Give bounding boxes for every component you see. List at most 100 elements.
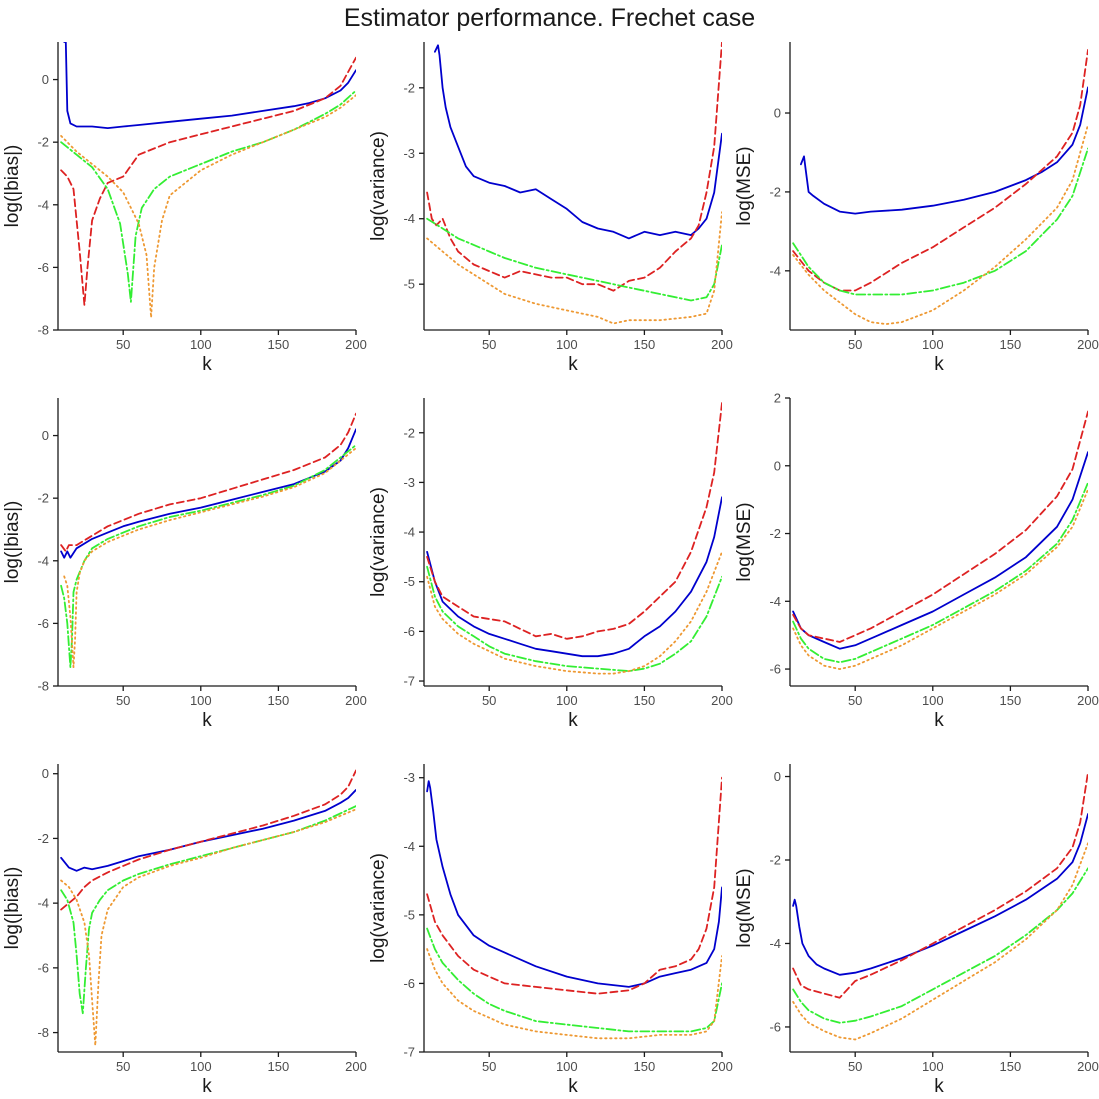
x-tick-label: 50 xyxy=(848,693,862,708)
x-tick-label: 150 xyxy=(634,337,656,352)
series-line-3 xyxy=(426,217,722,302)
y-axis-title: log(MSE) xyxy=(734,146,755,225)
x-tick-label: 100 xyxy=(556,693,578,708)
y-tick-label: -8 xyxy=(37,323,49,338)
x-tick-label: 100 xyxy=(190,693,212,708)
y-tick-label: -2 xyxy=(403,80,415,95)
y-axis-title: log(|bias|) xyxy=(2,145,23,228)
series-line-2 xyxy=(60,769,356,911)
y-tick-label: -5 xyxy=(403,574,415,589)
x-axis-title: k xyxy=(202,710,212,731)
series-line-1 xyxy=(800,86,1088,215)
y-axis-title: log(variance) xyxy=(368,131,389,241)
x-tick-label: 50 xyxy=(116,337,130,352)
panel-8: 50 100 150 200 -3 -4 -5 -6 -7 k log(variance) xyxy=(368,764,733,1097)
series-line-2 xyxy=(60,412,356,553)
y-tick-label: -3 xyxy=(403,770,415,785)
x-tick-label: 150 xyxy=(634,693,656,708)
panel-1: 50 100 150 200 0 -2 -4 -6 -8 k log(|bias|) xyxy=(2,42,367,375)
series-line-3 xyxy=(426,927,722,1033)
y-tick-label: -4 xyxy=(769,594,781,609)
figure-title: Estimator performance. Frechet case xyxy=(343,4,756,32)
x-tick-label: 100 xyxy=(556,1059,578,1074)
y-tick-label: -5 xyxy=(403,907,415,922)
x-axis-title: k xyxy=(934,710,944,731)
y-tick-label: -2 xyxy=(37,831,49,846)
y-tick-label: -6 xyxy=(403,624,415,639)
series-line-4 xyxy=(60,94,356,319)
series-line-3 xyxy=(792,867,1088,1024)
x-axis-title: k xyxy=(934,1076,944,1097)
x-tick-label: 100 xyxy=(922,337,944,352)
series-line-2 xyxy=(426,42,722,292)
x-tick-label: 50 xyxy=(482,337,496,352)
panel-6: 50 100 150 200 2 0 -2 -4 -6 k log(MSE) xyxy=(734,391,1099,732)
x-tick-label: 50 xyxy=(848,1059,862,1074)
x-axis-title: k xyxy=(568,710,578,731)
x-tick-label: 200 xyxy=(345,693,367,708)
y-tick-label: -4 xyxy=(403,839,415,854)
panel-7: 50 100 150 200 0 -2 -4 -6 -8 k log(|bias|) xyxy=(2,764,367,1097)
panel-4: 50 100 150 200 0 -2 -4 -6 -8 k log(|bias|) xyxy=(2,398,367,731)
panel-9: 50 100 150 200 0 -2 -4 -6 k log(MSE) xyxy=(734,764,1099,1097)
x-tick-label: 100 xyxy=(922,693,944,708)
x-tick-label: 200 xyxy=(711,693,733,708)
x-tick-label: 50 xyxy=(482,693,496,708)
y-tick-label: -6 xyxy=(37,616,49,631)
y-tick-label: -6 xyxy=(769,1019,781,1034)
x-tick-label: 100 xyxy=(190,337,212,352)
series-line-4 xyxy=(792,842,1088,1041)
x-tick-label: 200 xyxy=(1077,693,1099,708)
x-tick-label: 200 xyxy=(711,337,733,352)
series-line-1 xyxy=(60,789,356,872)
x-tick-label: 50 xyxy=(116,1059,130,1074)
series-line-2 xyxy=(60,56,356,306)
y-tick-label: -4 xyxy=(37,197,49,212)
y-tick-label: -4 xyxy=(403,525,415,540)
series-line-2 xyxy=(426,776,722,995)
x-tick-label: 150 xyxy=(268,693,290,708)
x-axis-title: k xyxy=(202,354,212,375)
y-tick-label: -4 xyxy=(769,936,781,951)
series-line-1 xyxy=(63,42,356,129)
series-line-2 xyxy=(426,402,722,640)
y-tick-label: -5 xyxy=(403,277,415,292)
y-tick-label: 0 xyxy=(774,769,781,784)
y-tick-label: -7 xyxy=(403,674,415,689)
y-tick-label: 0 xyxy=(774,458,781,473)
series-line-4 xyxy=(426,948,722,1040)
x-tick-label: 200 xyxy=(345,1059,367,1074)
series-line-3 xyxy=(60,444,356,669)
x-tick-label: 200 xyxy=(345,337,367,352)
panel-3: 50 100 150 200 0 -2 -4 k log(MSE) xyxy=(734,42,1099,375)
series-line-3 xyxy=(426,565,722,672)
series-line-2 xyxy=(792,410,1088,643)
y-tick-label: 0 xyxy=(42,72,49,87)
x-tick-label: 100 xyxy=(556,337,578,352)
y-tick-label: -6 xyxy=(37,260,49,275)
series-line-1 xyxy=(434,44,722,240)
x-tick-label: 150 xyxy=(268,1059,290,1074)
y-tick-label: -3 xyxy=(403,475,415,490)
y-tick-label: 0 xyxy=(42,766,49,781)
y-tick-label: -2 xyxy=(37,491,49,506)
x-tick-label: 150 xyxy=(268,337,290,352)
y-tick-label: -2 xyxy=(769,853,781,868)
series-line-1 xyxy=(792,813,1088,976)
y-axis-title: log(|bias|) xyxy=(2,867,23,950)
y-tick-label: -2 xyxy=(37,135,49,150)
series-line-1 xyxy=(792,451,1088,650)
x-tick-label: 200 xyxy=(1077,1059,1099,1074)
series-line-3 xyxy=(792,481,1088,664)
y-tick-label: -6 xyxy=(37,960,49,975)
x-tick-label: 100 xyxy=(922,1059,944,1074)
series-line-1 xyxy=(60,428,356,559)
series-line-3 xyxy=(60,89,356,303)
series-line-4 xyxy=(426,211,722,325)
y-axis-title: log(MSE) xyxy=(734,868,755,947)
x-tick-label: 50 xyxy=(848,337,862,352)
panel-2: 50 100 150 200 -2 -3 -4 -5 k log(variance) xyxy=(368,42,733,375)
x-tick-label: 200 xyxy=(1077,337,1099,352)
series-line-1 xyxy=(426,496,722,658)
x-axis-title: k xyxy=(202,1076,212,1097)
